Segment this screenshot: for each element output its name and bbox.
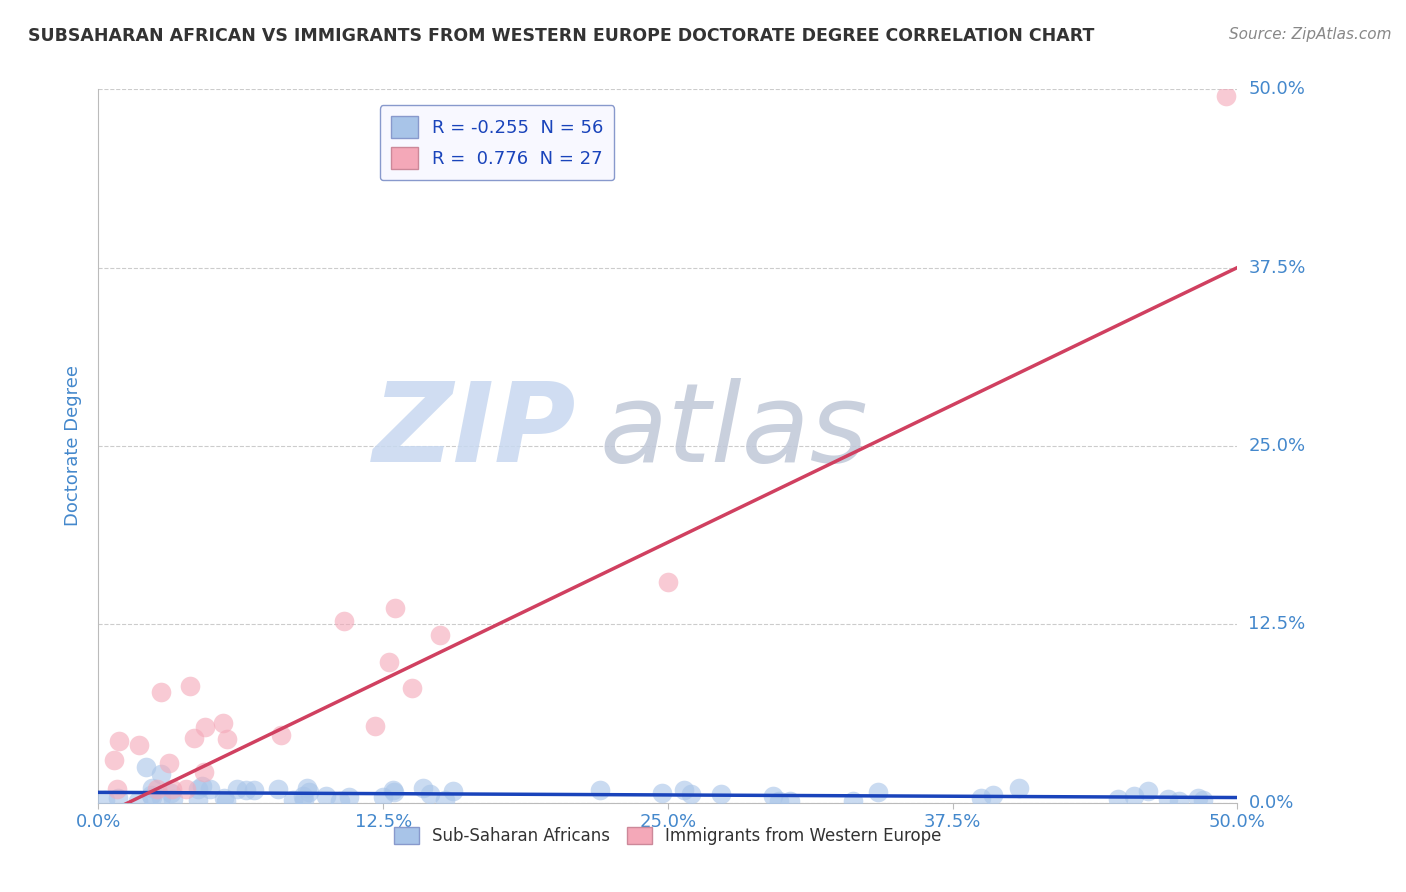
Point — [160, 781, 183, 796]
Point — [226, 781, 249, 796]
Point — [187, 781, 209, 796]
Point — [378, 655, 401, 669]
Point — [842, 794, 865, 808]
Point — [710, 787, 733, 801]
Point — [160, 786, 183, 800]
Point — [193, 764, 215, 779]
Point — [135, 760, 157, 774]
Point — [270, 728, 292, 742]
Point — [657, 574, 679, 589]
Point — [103, 753, 125, 767]
Point — [243, 783, 266, 797]
Point — [212, 715, 235, 730]
Point — [141, 781, 163, 796]
Point — [1157, 792, 1180, 806]
Point — [187, 793, 209, 807]
Text: Source: ZipAtlas.com: Source: ZipAtlas.com — [1229, 27, 1392, 42]
Point — [866, 785, 889, 799]
Text: 12.5%: 12.5% — [1249, 615, 1306, 633]
Point — [105, 781, 128, 796]
Point — [1137, 784, 1160, 798]
Point — [970, 790, 993, 805]
Point — [193, 720, 215, 734]
Point — [382, 783, 405, 797]
Point — [1008, 781, 1031, 796]
Point — [371, 789, 394, 804]
Point — [150, 790, 173, 805]
Text: 37.5%: 37.5% — [1249, 259, 1306, 277]
Point — [363, 719, 385, 733]
Text: ZIP: ZIP — [373, 378, 576, 485]
Y-axis label: Doctorate Degree: Doctorate Degree — [65, 366, 83, 526]
Text: 0.0%: 0.0% — [1249, 794, 1294, 812]
Point — [298, 785, 321, 799]
Point — [401, 681, 423, 695]
Point — [673, 783, 696, 797]
Point — [1168, 794, 1191, 808]
Point — [429, 628, 451, 642]
Text: 25.0%: 25.0% — [1249, 437, 1306, 455]
Point — [291, 789, 314, 803]
Legend: Sub-Saharan Africans, Immigrants from Western Europe: Sub-Saharan Africans, Immigrants from We… — [387, 820, 949, 852]
Point — [235, 783, 257, 797]
Point — [146, 781, 169, 796]
Point — [174, 781, 197, 796]
Point — [768, 794, 790, 808]
Point — [212, 791, 235, 805]
Point — [981, 788, 1004, 802]
Point — [162, 792, 184, 806]
Point — [149, 767, 172, 781]
Point — [141, 790, 163, 805]
Point — [191, 779, 214, 793]
Point — [412, 780, 434, 795]
Point — [183, 731, 205, 746]
Point — [157, 756, 180, 771]
Point — [589, 783, 612, 797]
Point — [267, 782, 290, 797]
Point — [382, 785, 405, 799]
Point — [107, 791, 129, 805]
Point — [198, 782, 221, 797]
Text: 50.0%: 50.0% — [1249, 80, 1305, 98]
Point — [337, 789, 360, 804]
Point — [1123, 789, 1146, 804]
Point — [1191, 793, 1213, 807]
Point — [384, 600, 406, 615]
Point — [762, 789, 785, 803]
Point — [333, 614, 356, 628]
Point — [127, 794, 149, 808]
Point — [1107, 791, 1129, 805]
Point — [141, 789, 163, 803]
Point — [150, 684, 173, 698]
Point — [419, 788, 441, 802]
Point — [679, 788, 702, 802]
Point — [297, 781, 319, 796]
Point — [94, 793, 117, 807]
Point — [329, 794, 352, 808]
Point — [128, 739, 150, 753]
Point — [217, 732, 239, 747]
Point — [215, 794, 238, 808]
Point — [1187, 791, 1209, 805]
Point — [441, 783, 464, 797]
Point — [315, 789, 337, 804]
Text: SUBSAHARAN AFRICAN VS IMMIGRANTS FROM WESTERN EUROPE DOCTORATE DEGREE CORRELATIO: SUBSAHARAN AFRICAN VS IMMIGRANTS FROM WE… — [28, 27, 1094, 45]
Point — [179, 679, 201, 693]
Point — [292, 793, 315, 807]
Point — [779, 793, 801, 807]
Point — [108, 734, 131, 748]
Text: atlas: atlas — [599, 378, 868, 485]
Point — [651, 786, 673, 800]
Point — [434, 793, 457, 807]
Point — [1215, 89, 1237, 103]
Point — [281, 793, 304, 807]
